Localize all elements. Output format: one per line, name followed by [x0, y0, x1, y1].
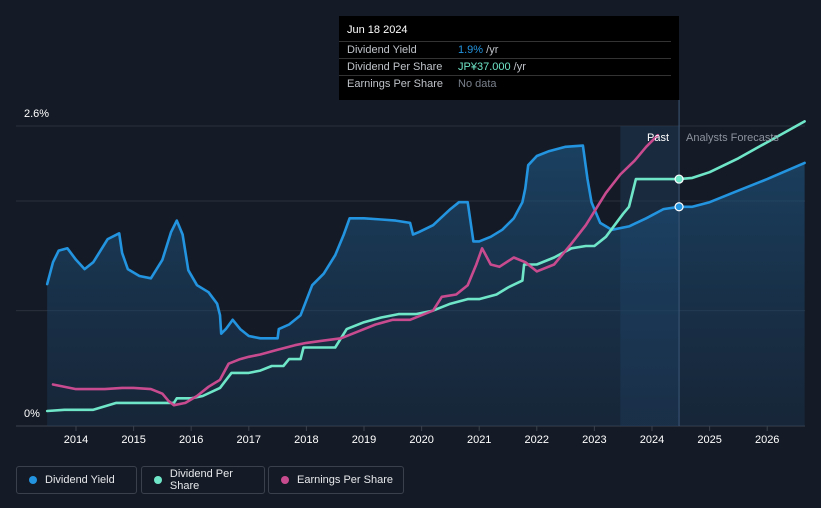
tooltip-unit: /yr — [483, 44, 499, 56]
dividend-per-share-marker — [674, 174, 684, 184]
legend-dot-icon — [29, 476, 37, 484]
tooltip-value: No data — [458, 78, 497, 90]
tooltip-label: Dividend Yield — [347, 44, 417, 56]
legend-label: Dividend Yield — [45, 474, 115, 486]
x-tick-label: 2021 — [467, 434, 491, 446]
legend-earnings-per-share[interactable]: Earnings Per Share — [268, 466, 404, 494]
dividend-yield-line — [45, 144, 806, 340]
legend-dot-icon — [281, 476, 289, 484]
x-tick-label: 2016 — [179, 434, 203, 446]
x-tick-label: 2022 — [525, 434, 549, 446]
legend-dividend-per-share[interactable]: Dividend Per Share — [141, 466, 265, 494]
x-axis: 2014 2015 2016 2017 2018 2019 2020 2021 2022 2023… — [64, 426, 779, 446]
x-tick-label: 2014 — [64, 434, 88, 446]
tooltip-value-number: JP¥37.000 — [458, 61, 511, 73]
x-tick-label: 2020 — [409, 434, 433, 446]
tooltip-label: Dividend Per Share — [347, 61, 443, 73]
tooltip-value-number: No data — [458, 78, 497, 90]
tooltip-value: JP¥37.000 /yr — [458, 61, 526, 73]
legend-dot-icon — [154, 476, 162, 484]
earnings-per-share-line — [51, 133, 660, 407]
tooltip-row-earnings-per-share: Earnings Per Share No data — [339, 75, 671, 93]
dividend-yield-marker — [674, 202, 684, 212]
y-tick-zero: 0% — [24, 408, 40, 420]
x-tick-label: 2018 — [294, 434, 318, 446]
legend-label: Earnings Per Share — [297, 474, 393, 486]
tooltip-value-number: 1.9% — [458, 44, 484, 56]
legend-label: Dividend Per Share — [169, 468, 233, 492]
x-tick-label: 2025 — [697, 434, 721, 446]
dividend-yield-area — [47, 145, 805, 426]
y-tick-top: 2.6% — [24, 108, 50, 120]
tooltip: Jun 18 2024 Dividend Yield 1.9% /yr Divi… — [339, 16, 679, 100]
x-tick-label: 2015 — [121, 434, 145, 446]
x-tick-label: 2023 — [582, 434, 606, 446]
forecast-label: Analysts Forecasts — [686, 132, 779, 144]
tooltip-date: Jun 18 2024 — [347, 24, 408, 36]
x-tick-label: 2019 — [352, 434, 376, 446]
legend-dividend-yield[interactable]: Dividend Yield — [16, 466, 137, 494]
tooltip-label: Earnings Per Share — [347, 78, 443, 90]
past-label: Past — [647, 132, 670, 144]
x-tick-label: 2017 — [237, 434, 261, 446]
x-tick-label: 2026 — [755, 434, 779, 446]
tooltip-unit: /yr — [510, 61, 526, 73]
tooltip-row-dividend-per-share: Dividend Per Share JP¥37.000 /yr — [339, 58, 671, 76]
x-tick-label: 2024 — [640, 434, 664, 446]
tooltip-value: 1.9% /yr — [458, 44, 498, 56]
tooltip-row-dividend-yield: Dividend Yield 1.9% /yr — [339, 41, 671, 59]
